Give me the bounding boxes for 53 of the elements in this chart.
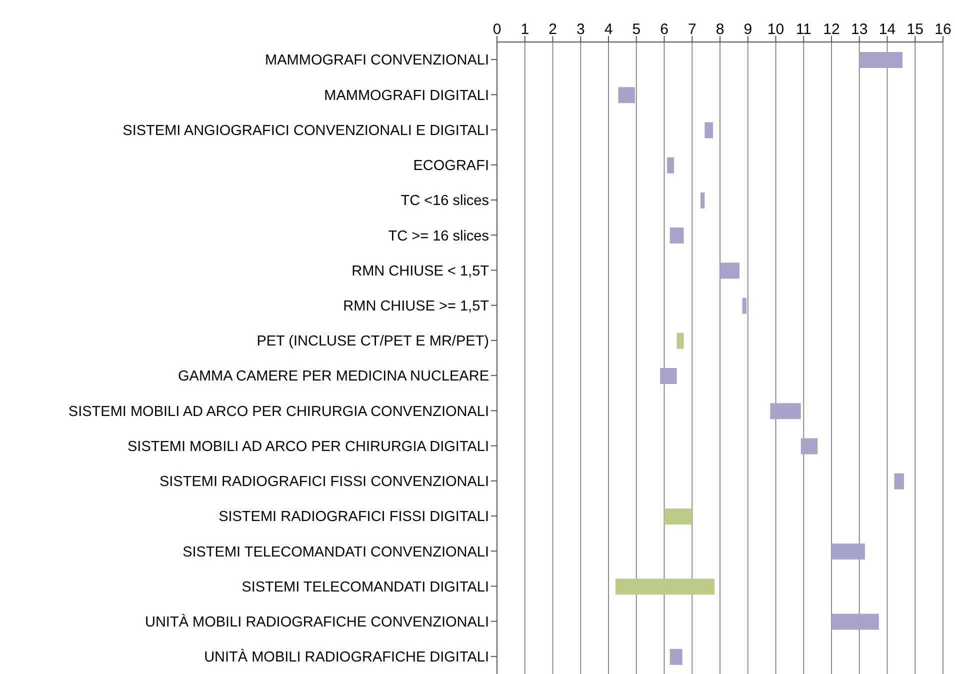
bar: [676, 332, 684, 349]
bar: [832, 614, 879, 630]
bar: [704, 122, 714, 138]
y-tick-label: UNITÀ MOBILI RADIOGRAFICHE CONVENZIONALI: [144, 613, 489, 630]
y-tick-label: TC <16 slices: [400, 193, 489, 210]
bar: [664, 508, 692, 524]
y-tick-label: SISTEMI RADIOGRAFICI FISSI CONVENZIONALI: [159, 474, 489, 490]
x-tick-label: 5: [632, 21, 641, 38]
y-tick-label: GAMMA CAMERE PER MEDICINA NUCLEARE: [178, 368, 490, 385]
x-tick-label: 3: [576, 21, 585, 38]
bar: [670, 228, 684, 244]
x-tick-label: 9: [744, 21, 752, 38]
x-tick-label: 13: [851, 21, 868, 38]
x-tick-label: 14: [878, 21, 896, 38]
y-tick-label: SISTEMI RADIOGRAFICI FISSI DIGITALI: [218, 509, 489, 526]
bar: [618, 87, 635, 104]
y-tick-label: RMN CHIUSE >= 1,5T: [343, 298, 490, 314]
bar: [770, 403, 801, 420]
bar: [700, 192, 705, 208]
y-tick-label: SISTEMI ANGIOGRAFICI CONVENZIONALI E DIGITALI: [122, 122, 489, 139]
y-tick-label: SISTEMI TELECOMANDATI DIGITALI: [242, 579, 489, 596]
bar: [720, 262, 740, 279]
x-tick-label: 7: [688, 21, 696, 38]
x-tick-label: 16: [934, 21, 952, 38]
x-tick-label: 6: [660, 21, 668, 38]
y-tick-label: MAMMOGRAFI CONVENZIONALI: [265, 52, 489, 69]
x-tick-label: 8: [716, 21, 724, 38]
x-tick-label: 11: [796, 21, 812, 38]
bar: [800, 438, 818, 454]
bar: [670, 648, 682, 665]
y-tick-label: SISTEMI MOBILI AD ARCO PER CHIRURGIA CONVENZIONALI: [68, 404, 489, 420]
y-tick-label: RMN CHIUSE < 1,5T: [352, 263, 490, 280]
bar: [894, 473, 904, 490]
bar: [660, 368, 677, 384]
x-tick-label: 2: [548, 21, 557, 38]
y-tick-label: MAMMOGRAFI DIGITALI: [324, 88, 489, 104]
bar: [615, 578, 714, 595]
y-tick-label: SISTEMI MOBILI AD ARCO PER CHIRURGIA DIGITALI: [128, 438, 489, 455]
y-tick-label: UNITÀ MOBILI RADIOGRAFICHE DIGITALI: [204, 648, 489, 666]
x-tick-label: 1: [520, 21, 530, 38]
y-tick-label: PET (INCLUSE CT/PET E MR/PET): [256, 334, 489, 350]
bar: [667, 157, 674, 174]
x-tick-label: 10: [767, 21, 784, 38]
x-tick-label: 15: [906, 21, 924, 38]
y-tick-label: TC >= 16 slices: [388, 228, 489, 244]
x-tick-label: 0: [492, 21, 502, 38]
x-tick-label: 4: [604, 21, 613, 38]
x-tick-label: 12: [823, 21, 840, 38]
bar: [832, 544, 865, 560]
bar: [859, 52, 903, 68]
bar: [742, 298, 746, 314]
y-tick-label: SISTEMI TELECOMANDATI CONVENZIONALI: [182, 544, 489, 560]
y-tick-label: ECOGRAFI: [413, 158, 489, 174]
